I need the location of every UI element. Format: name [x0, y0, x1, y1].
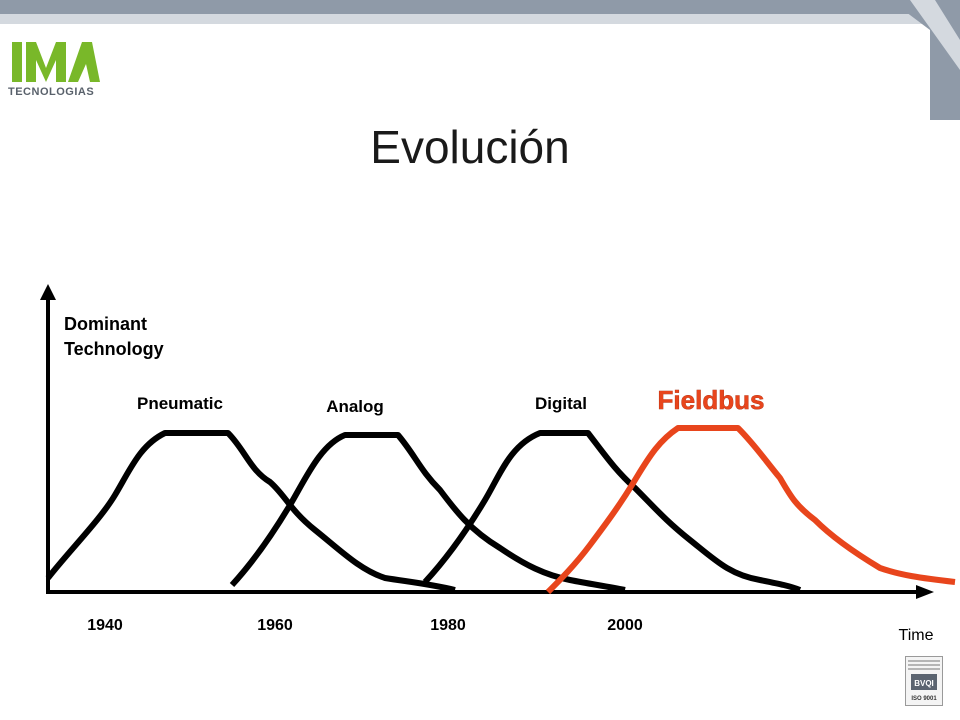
curve-fieldbus [545, 425, 956, 595]
corner-decoration [890, 0, 960, 120]
badge-label: BVQI [914, 679, 934, 688]
logo-text: TECNOLOGIAS [8, 86, 95, 98]
curve-digital [422, 430, 802, 593]
curve-pneumatic [45, 430, 456, 593]
year-label: 1940 [87, 617, 123, 634]
era-label-fieldbus: Fieldbus [658, 385, 765, 415]
y-axis-arrow-icon [40, 284, 56, 300]
x-axis-label: Time [899, 627, 934, 644]
header-bar [0, 0, 960, 14]
era-label-analog: Analog [326, 397, 384, 416]
curve-analog [229, 432, 626, 593]
badge-label: ISO 9001 [911, 696, 937, 702]
year-label: 1980 [430, 617, 466, 634]
company-logo [12, 42, 100, 82]
era-label-pneumatic: Pneumatic [137, 394, 223, 413]
era-label-digital: Digital [535, 394, 587, 413]
y-axis-label: Technology [64, 339, 164, 359]
page-title: Evolución [370, 121, 570, 173]
year-label: 2000 [607, 617, 643, 634]
iso-certification-badge: BVQI ISO 9001 [905, 656, 943, 706]
y-axis-label: Dominant [64, 314, 147, 334]
year-label: 1960 [257, 617, 293, 634]
x-axis-arrow-icon [916, 585, 934, 599]
header-bar-light [0, 14, 960, 24]
